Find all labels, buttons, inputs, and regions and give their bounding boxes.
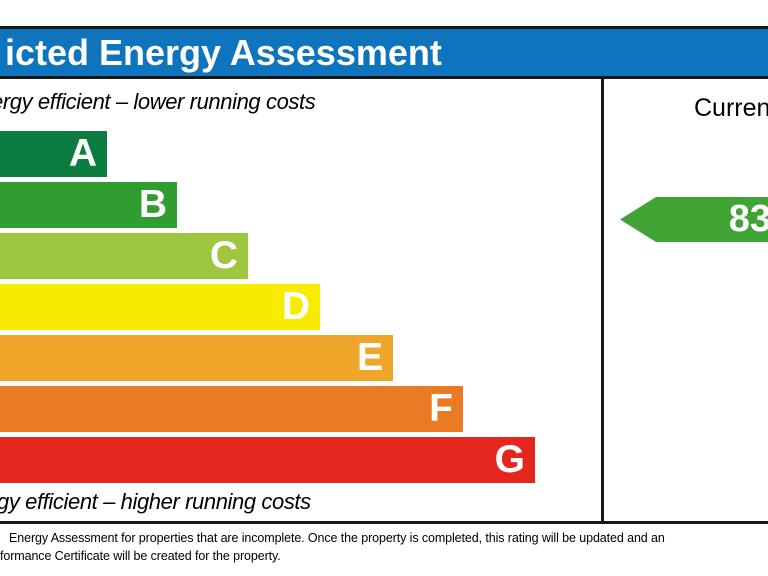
disclaimer-line-2: formance Certificate will be created for… bbox=[0, 549, 281, 563]
current-column-header: Curren bbox=[694, 94, 768, 122]
epc-band-a: A bbox=[0, 131, 107, 177]
epc-band-c: C bbox=[0, 233, 248, 279]
column-divider-line bbox=[601, 79, 604, 521]
disclaimer-line-1: Energy Assessment for properties that ar… bbox=[9, 531, 665, 545]
page-title: icted Energy Assessment bbox=[5, 32, 442, 73]
top-caption: ergy efficient – lower running costs bbox=[0, 89, 316, 114]
epc-band-d: D bbox=[0, 284, 320, 330]
current-rating-arrow: 83 bbox=[620, 197, 768, 242]
current-rating-value: 83 bbox=[728, 198, 768, 240]
epc-band-f: F bbox=[0, 386, 463, 432]
epc-band-e: E bbox=[0, 335, 393, 381]
epc-band-g: G bbox=[0, 437, 535, 483]
chart-bottom-border bbox=[0, 521, 768, 524]
header-bar: icted Energy Assessment bbox=[0, 26, 768, 79]
epc-band-b: B bbox=[0, 182, 177, 228]
bottom-caption: gy efficient – higher running costs bbox=[0, 489, 311, 514]
